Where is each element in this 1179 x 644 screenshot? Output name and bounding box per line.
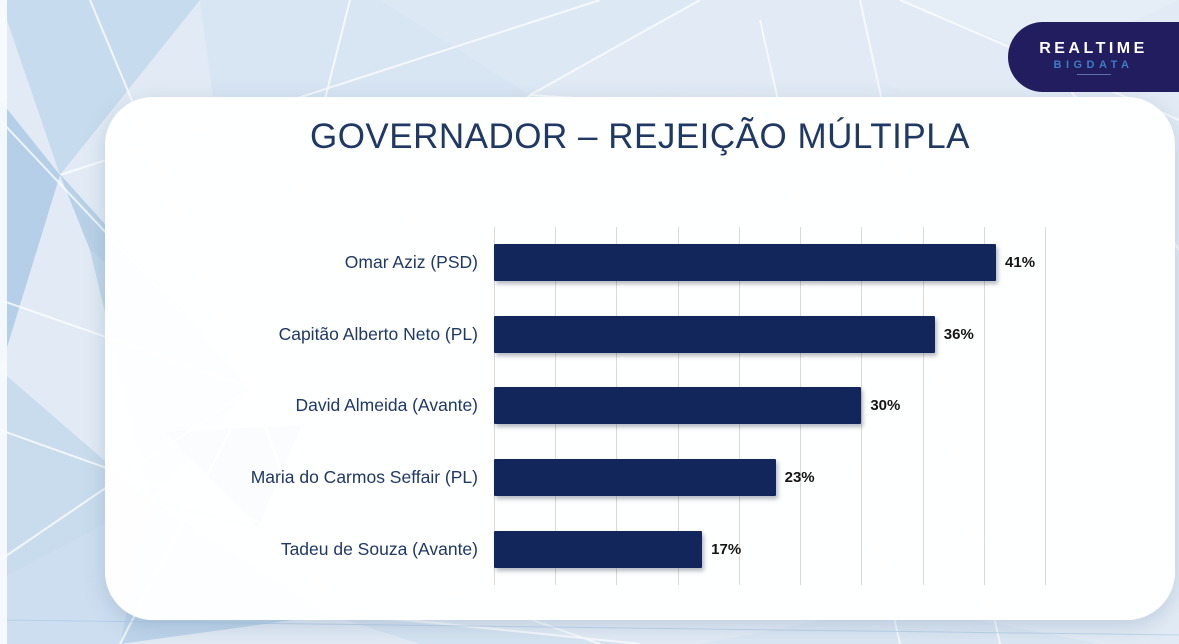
bar-chart: Omar Aziz (PSD) 41% Capitão Alberto Neto (… bbox=[105, 227, 1175, 585]
bar bbox=[494, 315, 935, 353]
page-title: GOVERNADOR – REJEIÇÃO MÚLTIPLA bbox=[309, 117, 971, 156]
realtime-bigdata-logo: REALTIME BIGDATA bbox=[1008, 22, 1179, 92]
value-label: 41% bbox=[1005, 254, 1036, 272]
category-label: David Almeida (Avante) bbox=[295, 395, 478, 416]
category-label: Tadeu de Souza (Avante) bbox=[280, 538, 478, 559]
bar-track: 36% bbox=[494, 315, 1045, 353]
gridline bbox=[1045, 227, 1046, 585]
bar bbox=[494, 387, 862, 425]
left-edge-strip bbox=[0, 0, 7, 644]
bar-track: 23% bbox=[494, 459, 1045, 497]
bar-row: Maria do Carmos Seffair (PL) 23% bbox=[105, 442, 1175, 514]
category-label: Maria do Carmos Seffair (PL) bbox=[250, 467, 478, 488]
bar bbox=[494, 459, 776, 497]
gridline bbox=[922, 227, 924, 585]
bar bbox=[494, 244, 997, 282]
bar-row: Omar Aziz (PSD) 41% bbox=[105, 227, 1175, 299]
category-label: Capitão Alberto Neto (PL) bbox=[278, 323, 478, 344]
logo-text-bigdata: BIGDATA bbox=[1053, 58, 1134, 71]
value-label: 23% bbox=[784, 469, 815, 487]
bar-row: Tadeu de Souza (Avante) 17% bbox=[105, 513, 1175, 585]
chart-rows: Omar Aziz (PSD) 41% Capitão Alberto Neto (… bbox=[105, 227, 1175, 585]
bar-track: 41% bbox=[494, 244, 1045, 282]
gridline bbox=[861, 227, 863, 585]
value-label: 36% bbox=[943, 325, 974, 343]
content-card: GOVERNADOR – REJEIÇÃO MÚLTIPLA Omar Aziz… bbox=[105, 97, 1175, 620]
value-label: 30% bbox=[870, 397, 901, 415]
logo-underline bbox=[1076, 73, 1111, 75]
value-label: 17% bbox=[711, 540, 742, 558]
bar-row: Capitão Alberto Neto (PL) 36% bbox=[105, 299, 1175, 371]
logo-text-realtime: REALTIME bbox=[1039, 39, 1148, 57]
bar-track: 17% bbox=[494, 530, 1045, 568]
bar bbox=[494, 530, 703, 568]
gridline bbox=[983, 227, 985, 585]
bar-row: David Almeida (Avante) 30% bbox=[105, 370, 1175, 442]
bar-track: 30% bbox=[494, 387, 1045, 425]
category-label: Omar Aziz (PSD) bbox=[344, 252, 478, 273]
